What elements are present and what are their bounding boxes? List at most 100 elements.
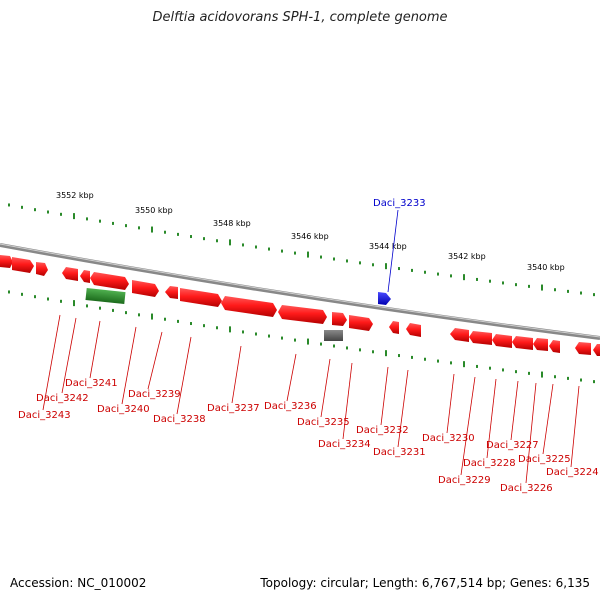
gene-label-daci-3230[interactable]: Daci_3230 xyxy=(422,433,475,444)
scale-tick xyxy=(372,263,374,267)
scale-tick xyxy=(8,203,10,207)
scale-tick xyxy=(21,205,23,209)
gene-reverse[interactable] xyxy=(469,331,492,345)
scale-label-3544: 3544 kbp xyxy=(369,242,407,251)
gene-label-daci-3235[interactable]: Daci_3235 xyxy=(297,417,350,428)
gene-label-daci-3225[interactable]: Daci_3225 xyxy=(518,454,571,465)
gene-reverse[interactable] xyxy=(575,342,591,355)
scale-label-3540: 3540 kbp xyxy=(527,263,565,272)
gene-label-daci-3229[interactable]: Daci_3229 xyxy=(438,475,491,486)
topology-text: Topology: circular; Length: 6,767,514 bp… xyxy=(260,576,590,590)
gene-pseudo[interactable] xyxy=(324,330,343,341)
scale-tick xyxy=(125,224,127,228)
gene-reverse[interactable] xyxy=(549,340,560,353)
scale-tick xyxy=(580,291,582,295)
scale-tick xyxy=(151,313,153,320)
gene-leader-line xyxy=(320,358,331,418)
gene-forward[interactable] xyxy=(36,262,48,276)
scale-tick xyxy=(502,281,504,285)
gene-forward[interactable] xyxy=(221,296,277,317)
genome-backbone xyxy=(0,243,600,340)
scale-tick xyxy=(177,232,179,236)
scale-tick xyxy=(151,226,153,233)
gene-reverse[interactable] xyxy=(533,338,548,351)
gene-label-daci-3236[interactable]: Daci_3236 xyxy=(264,401,317,412)
gene-leader-line xyxy=(286,353,297,402)
gene-reverse[interactable] xyxy=(389,321,399,334)
scale-tick xyxy=(450,274,452,278)
gene-reverse[interactable] xyxy=(450,328,469,342)
gene-leader-line xyxy=(42,314,61,411)
forward-strand-genes xyxy=(0,255,391,331)
gene-rna[interactable] xyxy=(85,288,126,305)
scale-tick xyxy=(450,361,452,365)
scale-tick xyxy=(346,259,348,263)
gene-label-daci-3226[interactable]: Daci_3226 xyxy=(500,483,553,494)
scale-tick xyxy=(138,226,140,230)
gene-label-daci-3227[interactable]: Daci_3227 xyxy=(486,440,539,451)
scale-tick xyxy=(307,251,309,258)
gene-forward[interactable] xyxy=(278,305,327,324)
gene-forward[interactable] xyxy=(165,286,178,299)
gene-label-daci-3241[interactable]: Daci_3241 xyxy=(65,378,118,389)
gene-label-daci-3240[interactable]: Daci_3240 xyxy=(97,404,150,415)
scale-tick xyxy=(177,319,179,323)
scale-tick xyxy=(229,326,231,333)
gene-label-daci-3228[interactable]: Daci_3228 xyxy=(463,458,516,469)
gene-label-daci-3237[interactable]: Daci_3237 xyxy=(207,403,260,414)
gene-reverse[interactable] xyxy=(512,336,533,350)
genome-backbone-highlight xyxy=(0,243,600,338)
scale-tick xyxy=(489,366,491,370)
gene-reverse[interactable] xyxy=(406,323,421,337)
scale-tick xyxy=(47,210,49,214)
gene-label-daci-3234[interactable]: Daci_3234 xyxy=(318,439,371,450)
gene-highlight-daci-3233[interactable] xyxy=(378,292,391,305)
gene-leader-lines xyxy=(42,314,580,484)
gene-label-daci-3242[interactable]: Daci_3242 xyxy=(36,393,89,404)
scale-tick xyxy=(164,230,166,234)
scale-ticks-outer xyxy=(8,203,595,297)
scale-label-3542: 3542 kbp xyxy=(448,252,486,261)
gene-label-daci-3239[interactable]: Daci_3239 xyxy=(128,389,181,400)
scale-tick xyxy=(333,344,335,348)
gene-label-daci-3231[interactable]: Daci_3231 xyxy=(373,447,426,458)
scale-tick xyxy=(268,247,270,251)
gene-forward[interactable] xyxy=(332,312,347,326)
scale-tick xyxy=(398,267,400,271)
scale-tick xyxy=(99,219,101,223)
scale-tick xyxy=(255,332,257,336)
scale-tick xyxy=(86,217,88,221)
scale-tick xyxy=(554,375,556,379)
scale-label-3548: 3548 kbp xyxy=(213,219,251,228)
gene-forward[interactable] xyxy=(0,255,13,268)
gene-forward[interactable] xyxy=(180,288,222,307)
gene-leader-line xyxy=(380,366,389,426)
gene-label-daci-3232[interactable]: Daci_3232 xyxy=(356,425,409,436)
gene-leader-line xyxy=(542,383,554,455)
highlight-gene-label[interactable]: Daci_3233 xyxy=(373,198,426,209)
gene-reverse[interactable] xyxy=(492,334,512,348)
gene-leader-line xyxy=(147,331,163,390)
gene-forward[interactable] xyxy=(349,315,373,331)
gene-forward[interactable] xyxy=(12,257,34,273)
reverse-strand-genes xyxy=(85,288,600,356)
scale-tick xyxy=(21,292,23,296)
gene-forward[interactable] xyxy=(80,270,90,283)
gene-forward[interactable] xyxy=(132,280,159,297)
gene-reverse[interactable] xyxy=(593,344,600,356)
gene-label-daci-3224[interactable]: Daci_3224 xyxy=(546,467,599,478)
scale-tick xyxy=(86,304,88,308)
gene-label-daci-3238[interactable]: Daci_3238 xyxy=(153,414,206,425)
gene-forward[interactable] xyxy=(90,272,129,290)
gene-label-daci-3243[interactable]: Daci_3243 xyxy=(18,410,71,421)
gene-leader-line xyxy=(121,326,137,405)
scale-tick xyxy=(528,284,530,288)
scale-tick xyxy=(489,279,491,283)
scale-tick xyxy=(216,326,218,330)
scale-tick xyxy=(515,283,517,287)
scale-tick xyxy=(320,255,322,259)
gene-forward[interactable] xyxy=(62,267,78,281)
scale-tick xyxy=(385,350,387,357)
